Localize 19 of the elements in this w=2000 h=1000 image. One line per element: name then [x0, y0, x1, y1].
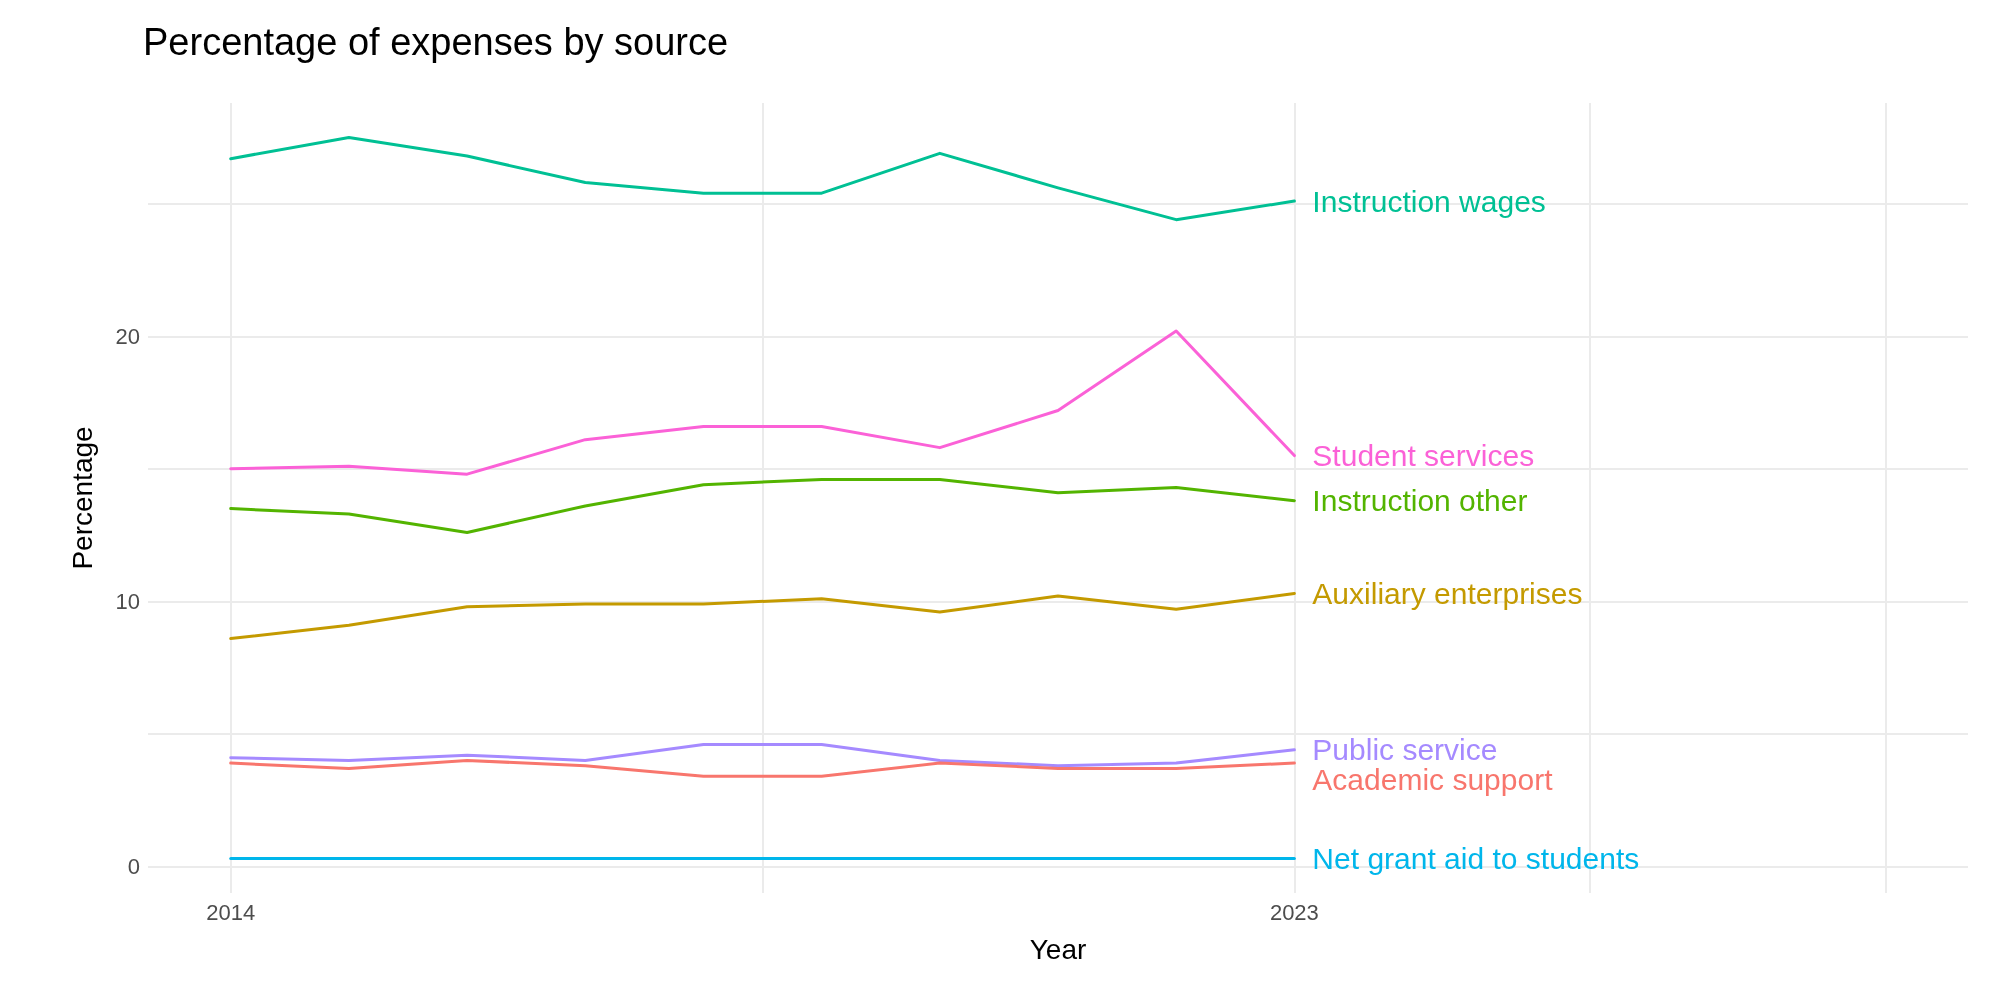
y-tick-label: 10 — [115, 588, 140, 614]
x-axis-title: Year — [1029, 933, 1087, 965]
chart-title: Percentage of expenses by source — [143, 21, 729, 63]
x-tick-label: 2014 — [206, 899, 256, 925]
y-tick-label: 0 — [127, 853, 140, 879]
y-tick-label: 20 — [115, 323, 140, 349]
series-label: Instruction other — [1312, 484, 1528, 518]
y-axis-title: Percentage — [66, 426, 98, 570]
line-series — [229, 477, 1296, 534]
line-series — [229, 135, 1296, 222]
line-series — [229, 758, 1296, 778]
series-label: Auxiliary enterprises — [1312, 576, 1583, 610]
x-tick-label: 2023 — [1269, 899, 1319, 925]
series-label: Student services — [1312, 439, 1535, 473]
series-label: Instruction wages — [1312, 184, 1546, 218]
line-series — [229, 743, 1296, 768]
line-series — [229, 591, 1296, 640]
series-label: Net grant aid to students — [1312, 842, 1640, 876]
line-series — [229, 329, 1296, 476]
